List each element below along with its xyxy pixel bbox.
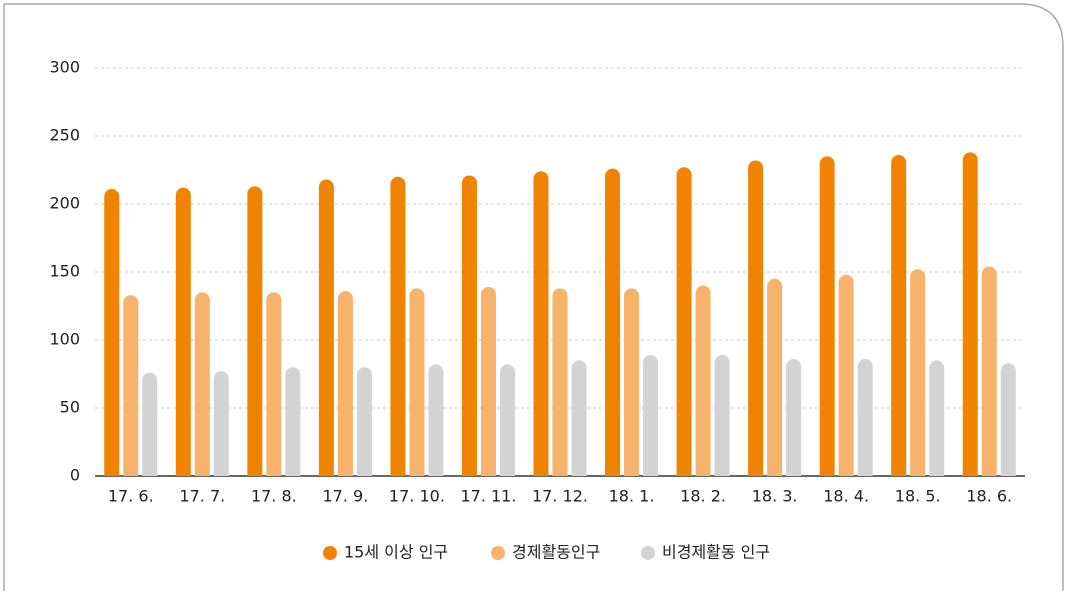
- bar: [499, 364, 515, 476]
- x-tick-label: 18. 4.: [823, 487, 869, 506]
- bar: [552, 288, 568, 476]
- bar: [929, 360, 945, 476]
- bar: [571, 360, 587, 476]
- bar: [714, 354, 730, 476]
- x-tick-label: 17. 10.: [389, 487, 445, 506]
- bar: [356, 367, 372, 476]
- legend-label: 15세 이상 인구: [344, 543, 448, 562]
- x-tick-label: 18. 6.: [966, 487, 1012, 506]
- bar: [676, 167, 692, 476]
- bar: [123, 295, 139, 476]
- y-tick-label: 250: [49, 126, 80, 145]
- bar: [838, 274, 854, 476]
- bar: [981, 266, 997, 476]
- x-tick-label: 17. 9.: [322, 487, 368, 506]
- y-tick-label: 100: [49, 330, 80, 349]
- bar: [891, 155, 907, 476]
- bar: [390, 176, 406, 476]
- bar: [857, 359, 873, 476]
- bar: [643, 354, 659, 476]
- bar: [213, 371, 229, 476]
- x-tick-label: 18. 3.: [752, 487, 798, 506]
- bar: [409, 288, 425, 476]
- bar: [910, 269, 926, 476]
- x-tick-label: 18. 5.: [895, 487, 941, 506]
- bar: [748, 160, 764, 477]
- y-tick-label: 50: [60, 398, 80, 417]
- bar: [624, 288, 640, 476]
- bar: [337, 291, 353, 476]
- bar: [175, 187, 191, 477]
- y-tick-label: 300: [49, 58, 80, 77]
- legend-label: 비경제활동 인구: [662, 543, 770, 562]
- bar: [461, 175, 477, 477]
- x-tick-label: 18. 1.: [609, 487, 655, 506]
- bar: [962, 152, 978, 477]
- y-tick-label: 200: [49, 194, 80, 213]
- bar: [266, 292, 282, 476]
- legend-marker: [323, 546, 337, 560]
- bar: [819, 156, 835, 476]
- bar: [695, 285, 711, 476]
- bar: [767, 278, 783, 476]
- bar: [428, 364, 444, 476]
- bar: [142, 372, 158, 476]
- legend-marker: [641, 546, 655, 560]
- bar: [480, 286, 496, 476]
- bar: [247, 186, 263, 476]
- bar: [318, 179, 334, 476]
- y-tick-label: 0: [70, 466, 80, 485]
- x-tick-label: 17. 6.: [108, 487, 154, 506]
- frame: [3, 3, 1064, 591]
- bar: [104, 189, 120, 476]
- x-tick-label: 17. 11.: [460, 487, 516, 506]
- bar: [194, 292, 210, 476]
- bar: [285, 367, 301, 476]
- y-tick-label: 150: [49, 262, 80, 281]
- bar: [605, 168, 621, 476]
- x-tick-label: 17. 12.: [532, 487, 588, 506]
- legend-marker: [491, 546, 505, 560]
- x-tick-label: 17. 7.: [179, 487, 225, 506]
- bar: [786, 359, 802, 476]
- x-tick-label: 18. 2.: [680, 487, 726, 506]
- legend-label: 경제활동인구: [512, 543, 600, 562]
- bar: [533, 171, 549, 476]
- bar: [1000, 363, 1016, 476]
- x-tick-label: 17. 8.: [251, 487, 297, 506]
